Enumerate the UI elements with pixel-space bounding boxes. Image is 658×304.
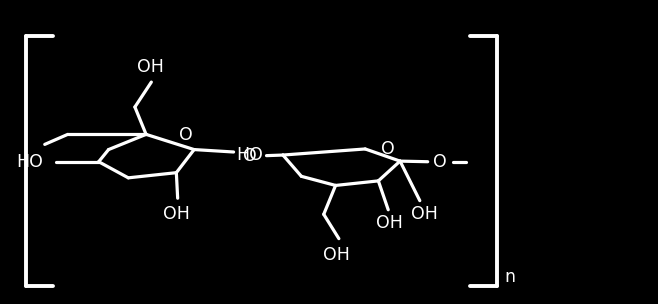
Text: OH: OH — [324, 246, 350, 264]
Text: O: O — [179, 126, 192, 144]
Text: O: O — [382, 140, 395, 158]
Text: HO: HO — [237, 146, 263, 164]
Text: OH: OH — [376, 214, 403, 233]
Text: OH: OH — [163, 205, 190, 223]
Text: O: O — [243, 147, 257, 165]
Text: OH: OH — [137, 58, 163, 76]
Text: O: O — [433, 153, 446, 171]
Text: OH: OH — [411, 205, 438, 223]
Text: n: n — [505, 268, 515, 286]
Text: HO: HO — [16, 153, 43, 171]
